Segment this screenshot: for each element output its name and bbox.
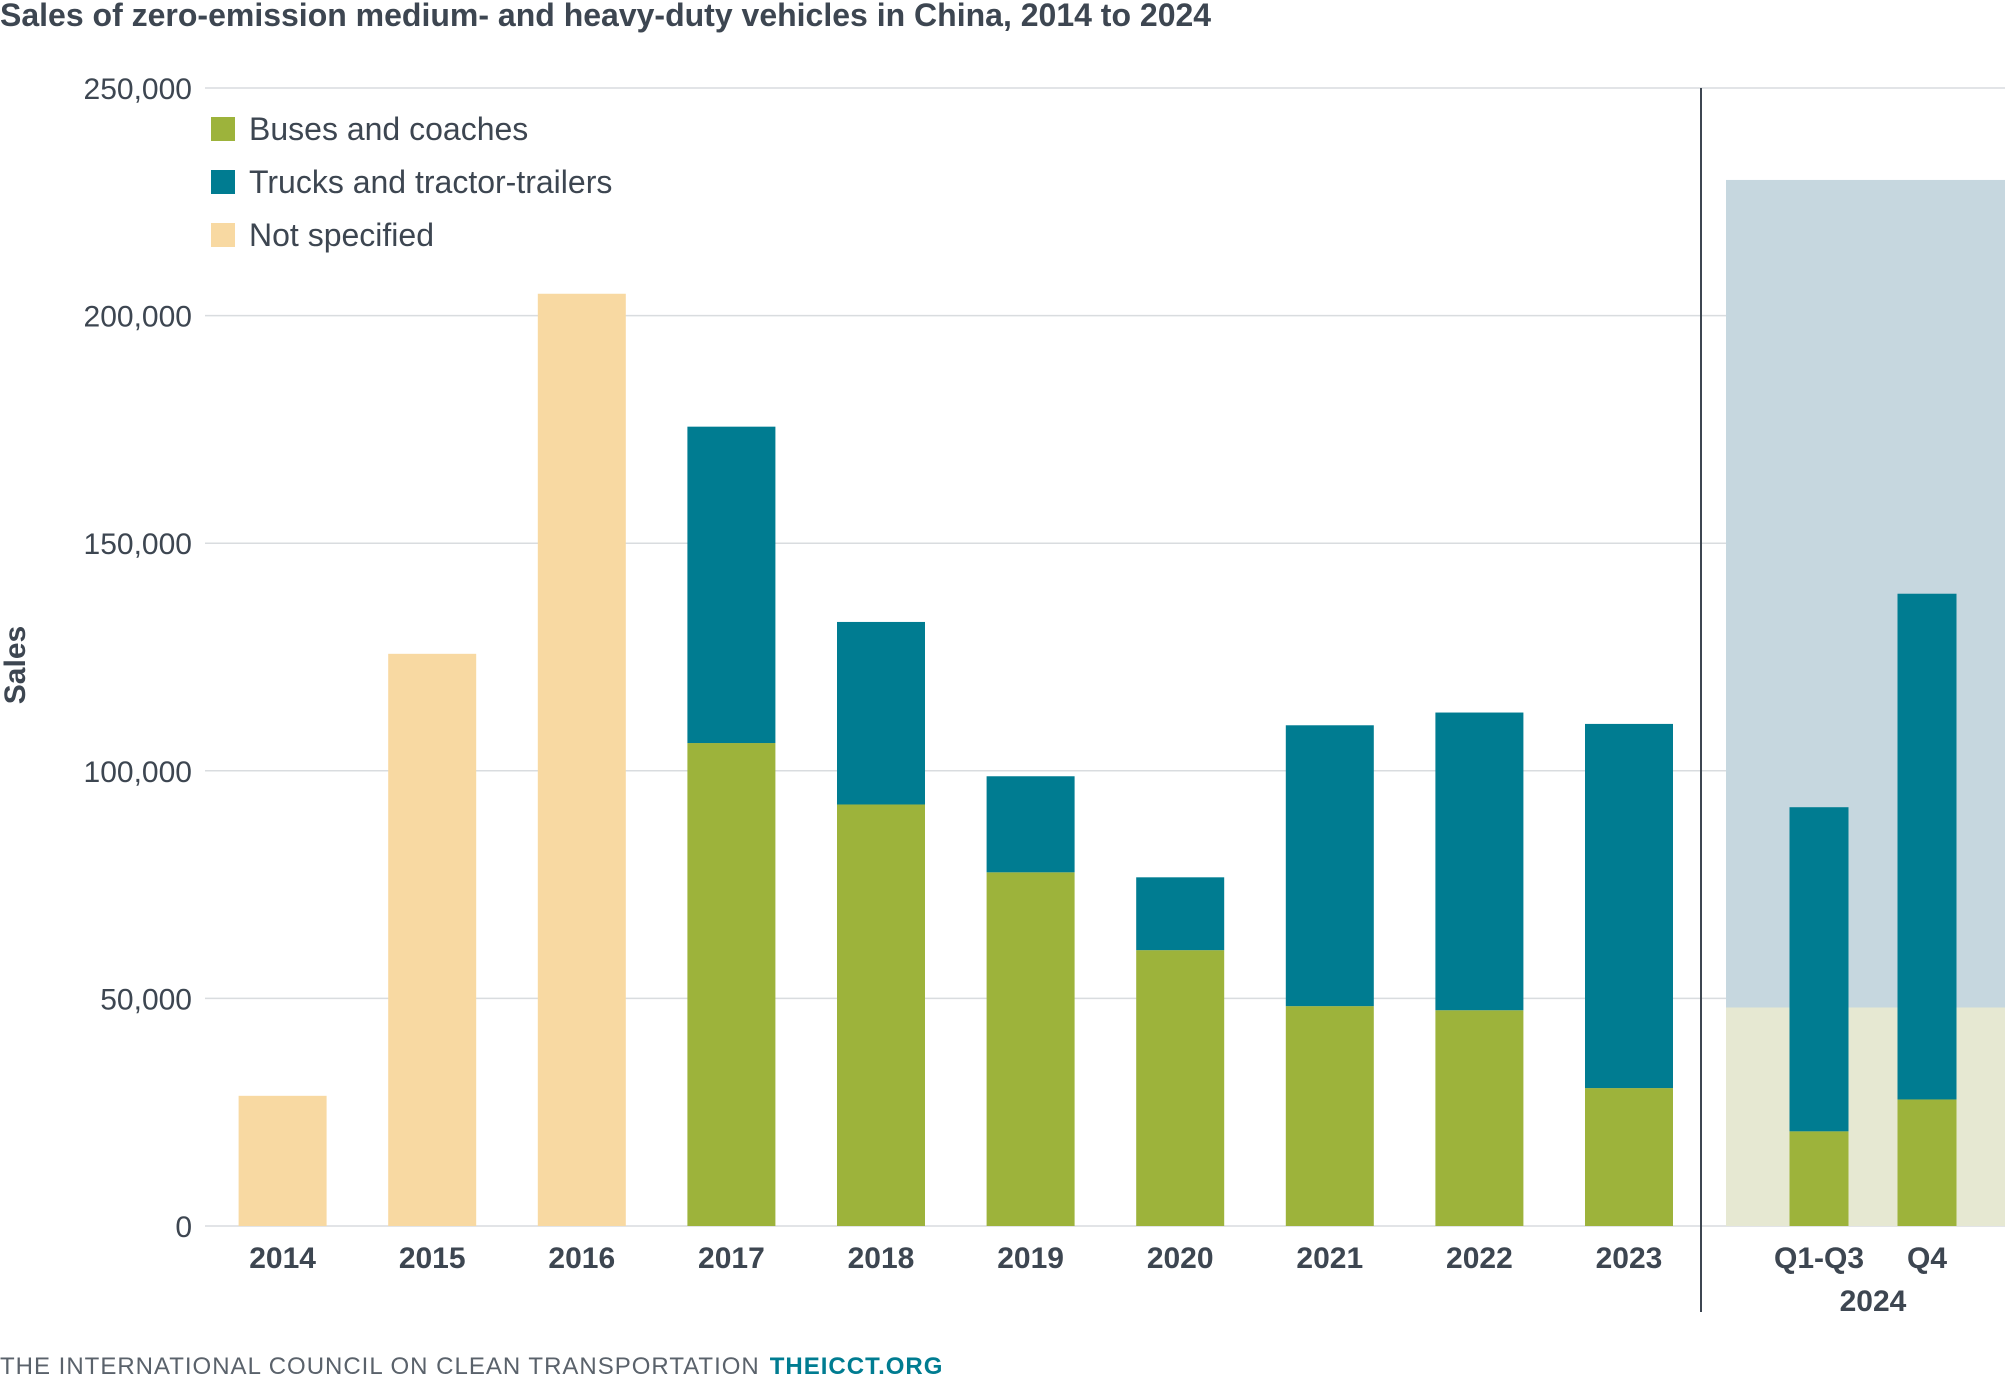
- shade-buses: [1726, 1007, 2005, 1226]
- bar-Q1-Q3-buses-and-coaches: [1789, 1131, 1849, 1226]
- y-tick-label: 50,000: [100, 983, 192, 1016]
- x-tick-label: Q1-Q3: [1774, 1242, 1864, 1275]
- y-tick-label: 200,000: [84, 301, 192, 334]
- footer-org: THE INTERNATIONAL COUNCIL ON CLEAN TRANS…: [0, 1353, 760, 1376]
- x-tick-label: 2023: [1596, 1242, 1663, 1275]
- chart-title: Sales of zero-emission medium- and heavy…: [0, 0, 1211, 33]
- x-tick-label: 2022: [1446, 1242, 1513, 1275]
- bar-Q4-buses-and-coaches: [1897, 1099, 1957, 1226]
- bar-2020-buses-and-coaches: [1136, 950, 1225, 1226]
- shaded-2024-region: [1726, 179, 2005, 1226]
- bar-2015-not-specified: [388, 653, 477, 1226]
- x-axis-labels: 2014 2015 2016 2017 2018 2019 2020 2021 2022 2023…: [249, 1242, 1947, 1275]
- legend-swatch: [211, 117, 235, 141]
- gridlines: [205, 87, 2005, 1227]
- x-tick-label: 2018: [848, 1242, 915, 1275]
- bars: [238, 293, 1957, 1227]
- group-label-2024: 2024: [1840, 1285, 1907, 1318]
- y-axis-ticks: 0 50,000 100,000 150,000 200,000 250,000: [84, 73, 192, 1244]
- bar-Q1-Q3-trucks-and-tractor-trailers: [1789, 807, 1849, 1132]
- x-tick-label: 2017: [698, 1242, 765, 1275]
- x-tick-label: 2020: [1147, 1242, 1214, 1275]
- y-tick-label: 100,000: [84, 756, 192, 789]
- bar-2020-trucks-and-tractor-trailers: [1136, 877, 1225, 951]
- legend-label: Not specified: [249, 217, 434, 253]
- x-tick-label: 2016: [548, 1242, 615, 1275]
- legend-swatch: [211, 170, 235, 194]
- bar-2017-buses-and-coaches: [687, 743, 776, 1226]
- y-tick-label: 0: [175, 1211, 192, 1244]
- y-tick-label: 250,000: [84, 73, 192, 106]
- bar-2016-not-specified: [537, 293, 626, 1227]
- footer: THE INTERNATIONAL COUNCIL ON CLEAN TRANS…: [0, 1353, 943, 1376]
- bar-2018-trucks-and-tractor-trailers: [837, 621, 925, 805]
- x-tick-label: 2021: [1296, 1242, 1363, 1275]
- legend: Buses and coaches Trucks and tractor-trai…: [211, 111, 612, 253]
- x-tick-label: 2014: [249, 1242, 316, 1275]
- y-axis-label: Sales: [0, 626, 32, 704]
- bar-2017-trucks-and-tractor-trailers: [687, 426, 776, 744]
- bar-Q4-trucks-and-tractor-trailers: [1897, 593, 1957, 1100]
- y-tick-label: 150,000: [84, 528, 192, 561]
- legend-label: Buses and coaches: [249, 111, 528, 147]
- footer-site: THEICCT.ORG: [770, 1353, 944, 1376]
- bar-2022-buses-and-coaches: [1435, 1010, 1524, 1226]
- legend-swatch: [211, 223, 235, 247]
- legend-label: Trucks and tractor-trailers: [249, 164, 612, 200]
- x-tick-label: Q4: [1907, 1242, 1947, 1275]
- shade-total: [1726, 179, 2005, 1008]
- x-tick-label: 2019: [997, 1242, 1064, 1275]
- bar-2022-trucks-and-tractor-trailers: [1435, 712, 1524, 1011]
- bar-2021-trucks-and-tractor-trailers: [1285, 725, 1374, 1007]
- bar-2023-trucks-and-tractor-trailers: [1585, 723, 1673, 1089]
- bar-2018-buses-and-coaches: [837, 804, 925, 1226]
- x-tick-label: 2015: [399, 1242, 466, 1275]
- bar-2023-buses-and-coaches: [1585, 1088, 1673, 1226]
- bar-2014-not-specified: [238, 1095, 327, 1226]
- bar-2019-buses-and-coaches: [986, 872, 1075, 1226]
- bar-2021-buses-and-coaches: [1285, 1006, 1374, 1226]
- bar-2019-trucks-and-tractor-trailers: [986, 776, 1075, 873]
